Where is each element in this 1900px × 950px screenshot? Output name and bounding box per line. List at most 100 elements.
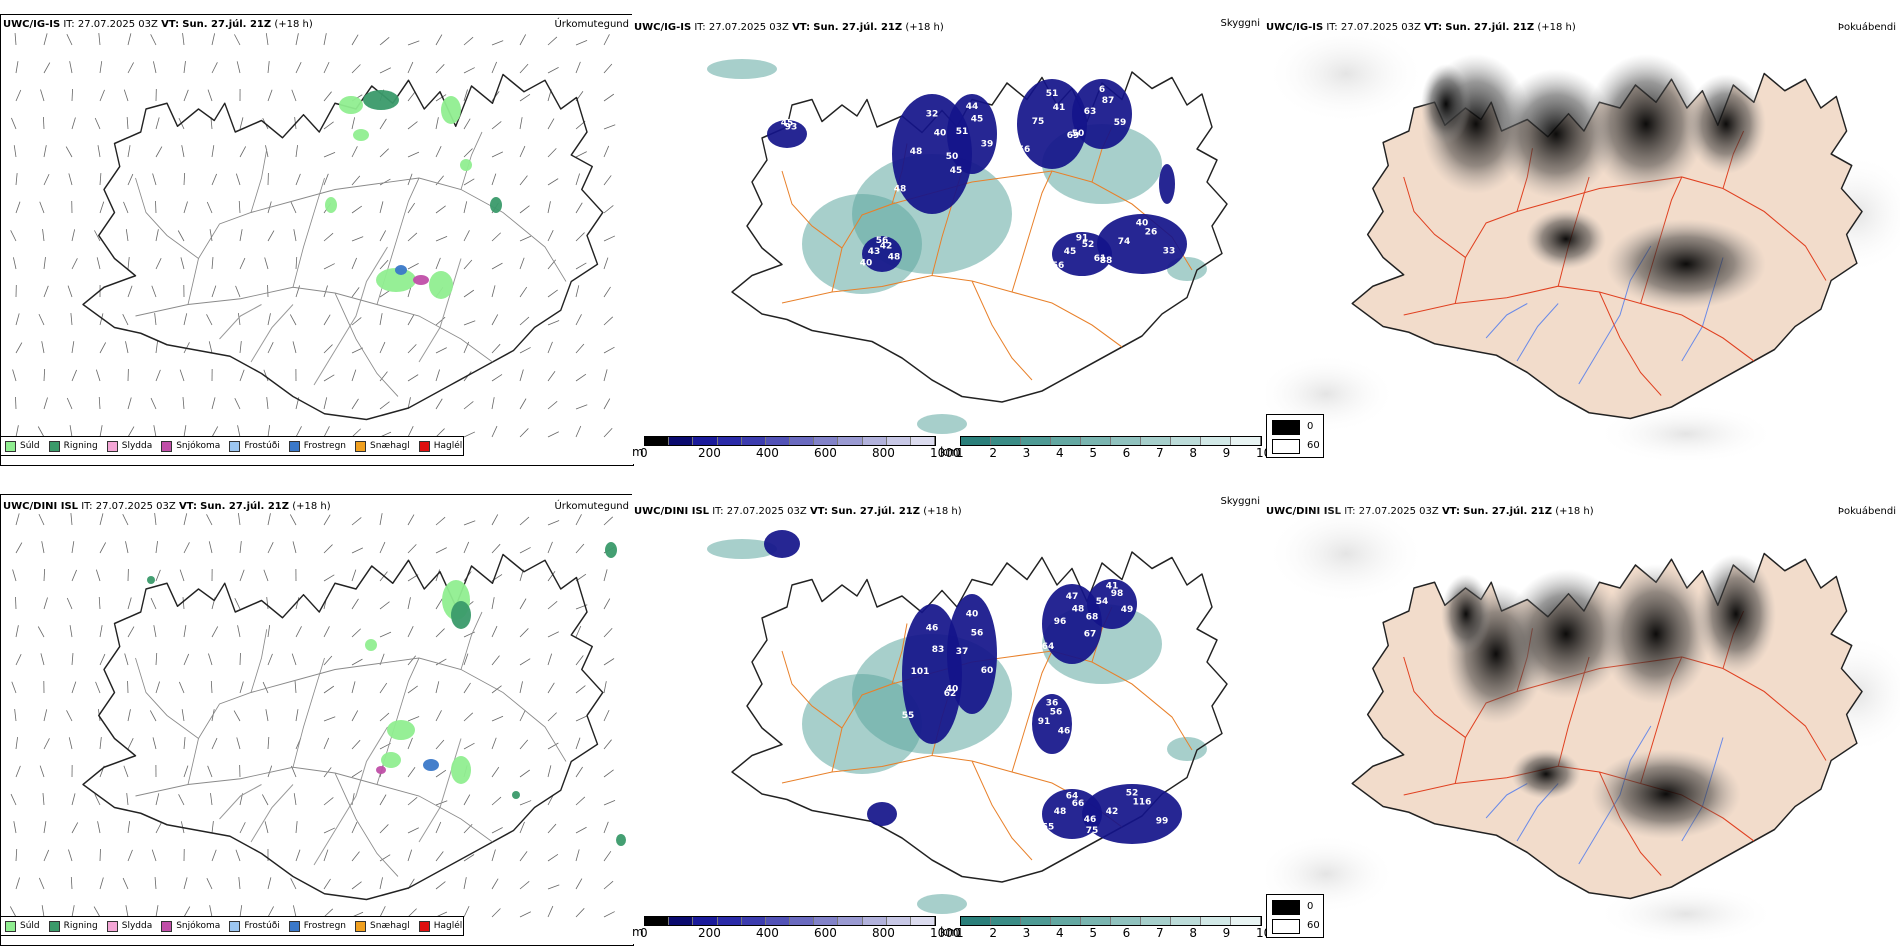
visibility-panel-row1: UWC/IG-IS IT: 27.07.2025 03Z VT: Sun. 27…	[632, 14, 1264, 464]
visibility-value-label: 43	[868, 247, 881, 257]
colorbar-tick-label: 8	[1189, 446, 1197, 460]
visibility-value-label: 66	[1072, 799, 1085, 809]
colorbar-tick-label: 800	[872, 446, 895, 460]
wind-barb	[323, 397, 328, 410]
visibility-value-label: 41	[1053, 103, 1066, 113]
iceland-land	[82, 553, 604, 901]
wind-barb	[435, 347, 447, 354]
colorbar-bin	[961, 437, 991, 445]
wind-barb	[97, 145, 101, 158]
wind-barb	[519, 911, 531, 918]
wind-barb	[603, 34, 610, 46]
wind-barb	[37, 626, 45, 638]
colorbar-tick-label: 200	[698, 926, 721, 940]
visibility-value-label: 55	[1042, 823, 1055, 833]
wind-barb	[603, 427, 613, 438]
visibility-value-label: 51	[956, 127, 969, 137]
legend-swatch	[5, 920, 16, 932]
wind-barb	[99, 201, 105, 214]
wind-barb	[267, 61, 270, 74]
wind-barb	[155, 681, 160, 694]
visibility-km-colorbar-row1: km 1 2 3 4 5 6 7 8 9 10	[940, 436, 1271, 460]
wind-barb	[323, 908, 334, 918]
wind-barb	[435, 257, 441, 270]
wind-barb	[379, 712, 390, 722]
wind-barb	[323, 737, 330, 750]
wind-barb	[98, 396, 101, 410]
wind-barb	[292, 341, 297, 354]
wind-barb	[351, 117, 356, 130]
wind-barb	[519, 369, 524, 382]
legend-label: Haglél	[433, 441, 463, 451]
wind-barb	[71, 905, 75, 918]
colorbar-tick-label: 0	[640, 446, 648, 460]
colorbar-bin	[1171, 917, 1201, 925]
wind-barb	[239, 341, 242, 354]
colorbar-bin	[1231, 917, 1261, 925]
colorbar-tick-label: 9	[1222, 926, 1231, 940]
wind-barb	[379, 259, 389, 270]
visibility-value-label: 96	[1054, 617, 1067, 627]
wind-barb	[491, 655, 500, 666]
wind-barb	[351, 317, 362, 326]
visibility-m-colorbar-row1: m 0 200 400 600 800 1000	[632, 436, 961, 460]
wind-barb	[15, 765, 21, 778]
wind-barb	[41, 341, 45, 354]
visibility-value-label: 45	[971, 115, 984, 125]
wind-barb	[43, 709, 48, 722]
visibility-km-area	[707, 59, 777, 79]
fog-panel-row2: UWC/DINI ISL IT: 27.07.2025 03Z VT: Sun.…	[1266, 494, 1900, 944]
colorbar-tick-label: 6	[1122, 926, 1131, 940]
wind-barb	[65, 146, 73, 158]
wind-barb	[575, 425, 582, 438]
wind-barb	[519, 769, 530, 778]
wind-barb	[178, 794, 185, 806]
wind-barb	[154, 313, 157, 326]
wind-barb	[407, 597, 411, 610]
wind-barb	[289, 514, 297, 526]
wind-barb	[264, 257, 269, 270]
legend-label: Haglél	[433, 921, 463, 931]
visibility-value-label: 26	[1145, 228, 1158, 238]
wind-barb	[603, 709, 610, 722]
wind-barb	[294, 681, 297, 694]
wind-barb	[603, 569, 608, 582]
wind-barb	[41, 905, 45, 918]
wind-barb	[183, 542, 190, 554]
wind-barb	[603, 235, 616, 242]
visibility-value-label: 48	[888, 253, 901, 263]
colorbar-tick-label: 8	[1189, 926, 1197, 940]
wind-barb	[239, 569, 245, 582]
wind-barb	[206, 877, 213, 890]
wind-barb	[463, 36, 474, 46]
precip-map	[10, 33, 616, 438]
wind-barb	[351, 34, 359, 46]
legend-item: Snæhagl	[355, 440, 410, 452]
legend-item: Haglél	[418, 440, 463, 452]
fog-sea-haze	[1596, 884, 1776, 944]
wind-barb	[71, 681, 77, 694]
wind-barb	[70, 313, 73, 326]
wind-barb	[463, 178, 475, 186]
panel-title: Þokuábendi	[1837, 506, 1896, 517]
wind-barb	[211, 257, 214, 270]
visibility-value-label: 64	[1066, 791, 1079, 801]
wind-barb	[407, 202, 416, 214]
wind-barb	[211, 33, 216, 46]
visibility-value-label: 33	[1163, 246, 1176, 256]
legend-item: Slydda	[106, 920, 152, 932]
wind-barb	[149, 710, 157, 722]
wind-barb	[463, 742, 475, 750]
wind-barb	[407, 908, 417, 918]
wind-barb	[180, 257, 185, 270]
wind-barb	[267, 653, 273, 666]
wind-barb	[407, 849, 413, 862]
wind-barb	[95, 569, 101, 582]
wind-barb	[183, 765, 189, 778]
wind-barb	[435, 94, 447, 102]
iceland-land: 4683101625540563760404748966764419854496…	[707, 530, 1228, 914]
legend-label: Snjókoma	[176, 921, 221, 931]
wind-barb	[435, 145, 442, 158]
colorbar-bin	[991, 437, 1021, 445]
wind-barb	[603, 850, 612, 862]
